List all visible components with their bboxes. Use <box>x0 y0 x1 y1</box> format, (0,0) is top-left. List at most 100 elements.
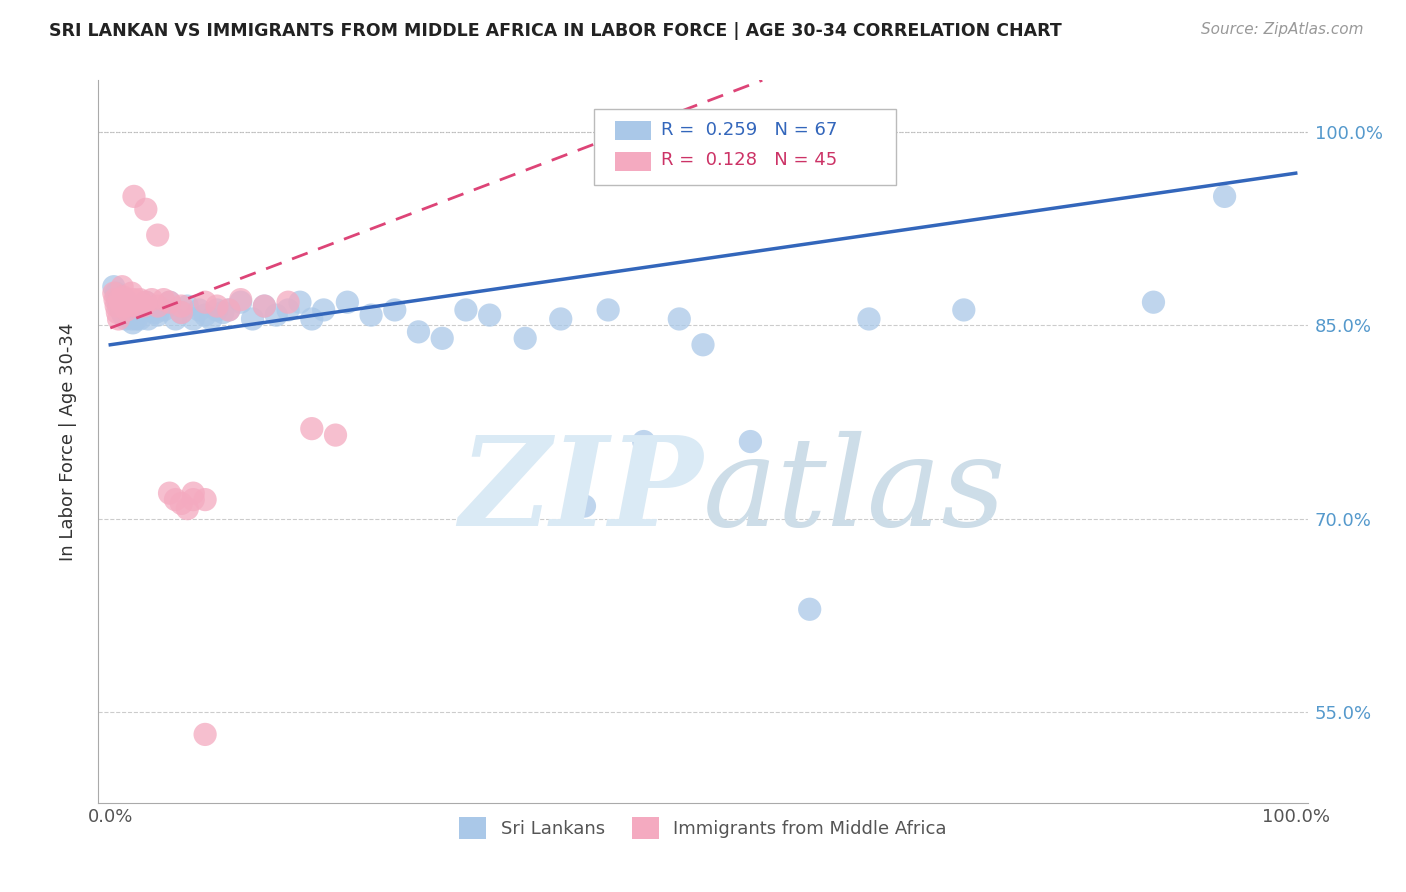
Point <box>114 312 136 326</box>
Point <box>478 308 501 322</box>
Point <box>143 305 166 319</box>
Point <box>170 305 193 319</box>
Point <box>176 501 198 516</box>
Point <box>229 293 252 307</box>
Point <box>170 299 193 313</box>
Point <box>152 293 174 307</box>
Point <box>117 308 139 322</box>
Point <box>432 331 454 345</box>
Point <box>200 312 222 326</box>
Point <box>124 302 146 317</box>
Point <box>253 299 276 313</box>
Point <box>454 302 477 317</box>
Point <box>515 331 537 345</box>
Point <box>122 189 145 203</box>
Point <box>598 302 620 317</box>
Point <box>952 302 974 317</box>
Point <box>125 299 148 313</box>
Point <box>112 308 135 322</box>
Point <box>633 434 655 449</box>
Point <box>110 302 132 317</box>
Point <box>118 299 141 313</box>
Point <box>253 299 276 313</box>
Point <box>264 308 287 322</box>
Point <box>170 305 193 319</box>
Point <box>108 295 131 310</box>
Point <box>1213 189 1236 203</box>
Point <box>242 312 264 326</box>
Point <box>229 295 252 310</box>
Point <box>105 286 128 301</box>
Point <box>218 302 240 317</box>
Point <box>108 293 131 307</box>
Point <box>159 486 181 500</box>
Text: atlas: atlas <box>703 432 1007 553</box>
Point <box>105 293 128 307</box>
Point <box>105 299 128 313</box>
Point <box>103 286 125 301</box>
Point <box>115 302 138 317</box>
Point <box>146 228 169 243</box>
Point <box>384 302 406 317</box>
Point <box>277 295 299 310</box>
Point <box>105 305 128 319</box>
Point <box>107 312 129 326</box>
FancyBboxPatch shape <box>614 121 651 140</box>
Point <box>194 308 217 322</box>
Point <box>120 305 142 319</box>
Point <box>146 299 169 313</box>
Point <box>165 492 187 507</box>
Point <box>360 308 382 322</box>
Text: ZIP: ZIP <box>460 432 703 553</box>
Point <box>277 302 299 317</box>
Point <box>103 279 125 293</box>
Legend: Sri Lankans, Immigrants from Middle Africa: Sri Lankans, Immigrants from Middle Afri… <box>451 809 955 846</box>
Point <box>181 312 204 326</box>
Point <box>121 316 143 330</box>
Point <box>129 312 152 326</box>
Point <box>112 290 135 304</box>
Point <box>740 434 762 449</box>
Point <box>122 293 145 307</box>
Text: Source: ZipAtlas.com: Source: ZipAtlas.com <box>1201 22 1364 37</box>
Point <box>194 727 217 741</box>
Point <box>132 299 155 313</box>
Point <box>1142 295 1164 310</box>
Text: R =  0.128   N = 45: R = 0.128 N = 45 <box>661 152 837 169</box>
Point <box>121 312 143 326</box>
Point <box>165 312 187 326</box>
Text: R =  0.259   N = 67: R = 0.259 N = 67 <box>661 121 837 139</box>
Point <box>159 295 181 310</box>
Point <box>135 202 157 217</box>
FancyBboxPatch shape <box>614 152 651 170</box>
Point <box>550 312 572 326</box>
Point <box>194 295 217 310</box>
Point <box>115 302 138 317</box>
Point <box>125 312 148 326</box>
Point <box>121 286 143 301</box>
Y-axis label: In Labor Force | Age 30-34: In Labor Force | Age 30-34 <box>59 322 77 561</box>
Point <box>111 305 134 319</box>
Point <box>129 293 152 307</box>
Point <box>114 299 136 313</box>
Point <box>122 308 145 322</box>
Point <box>135 295 157 310</box>
Point <box>159 295 181 310</box>
Point <box>312 302 335 317</box>
Point <box>205 302 228 317</box>
Point <box>176 299 198 313</box>
Point <box>799 602 821 616</box>
Text: SRI LANKAN VS IMMIGRANTS FROM MIDDLE AFRICA IN LABOR FORCE | AGE 30-34 CORRELATI: SRI LANKAN VS IMMIGRANTS FROM MIDDLE AFR… <box>49 22 1062 40</box>
FancyBboxPatch shape <box>595 109 897 185</box>
Point <box>104 293 127 307</box>
Point <box>858 312 880 326</box>
Point <box>288 295 311 310</box>
Point <box>205 299 228 313</box>
Point <box>212 305 235 319</box>
Point <box>218 302 240 317</box>
Point <box>301 422 323 436</box>
Point <box>301 312 323 326</box>
Point <box>114 293 136 307</box>
Point <box>135 295 157 310</box>
Point <box>668 312 690 326</box>
